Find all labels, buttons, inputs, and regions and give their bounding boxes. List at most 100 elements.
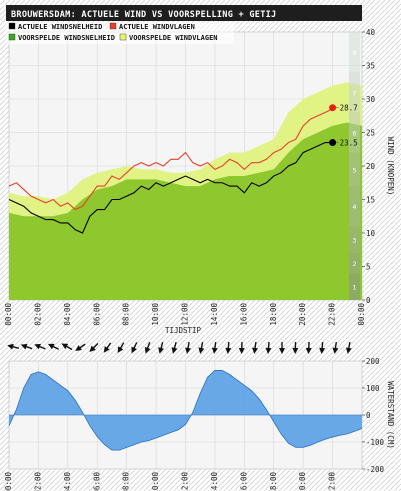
tide-x-tick-label: 06:00: [92, 472, 101, 491]
arrow-head: [252, 347, 259, 354]
wind-direction-arrows: [7, 341, 352, 354]
arrow-head: [75, 345, 82, 352]
arrow-head: [117, 346, 124, 354]
beaufort-band: [349, 186, 360, 227]
tide-x-tick-label: 22:00: [328, 472, 337, 491]
arrow-head: [279, 348, 285, 354]
legend: ACTUELE WINDSNELHEID ACTUELE WINDVLAGEN VO…: [6, 22, 234, 44]
title-bar: [6, 5, 362, 21]
tide-x-tick-label: 08:00: [122, 472, 131, 491]
wind-direction-arrow: [319, 341, 326, 354]
beaufort-label: 5: [353, 166, 357, 174]
wind-y-tick-label: 5: [366, 263, 371, 272]
wind-y-tick-label: 35: [366, 62, 375, 71]
wind-direction-arrow: [265, 341, 272, 354]
wind-direction-arrow: [34, 343, 46, 350]
wind-direction-arrow: [225, 341, 232, 354]
wind-x-tick-label: 08:00: [122, 303, 131, 326]
wind-direction-arrow: [252, 341, 259, 354]
wind-y-tick-label: 10: [366, 229, 376, 238]
arrow-head: [34, 343, 41, 350]
wind-x-tick-label: 18:00: [269, 303, 278, 326]
current-value-annotations: 28.7 23.5: [329, 104, 358, 148]
beaufort-label: 4: [353, 203, 357, 211]
tide-x-ticks: 00:00 02:00 04:00 06:00 08:00 10:00 12:00 14:00…: [4, 472, 337, 491]
arrow-head: [47, 343, 55, 350]
tide-y-tick-label: -200: [366, 465, 385, 474]
wind-x-tick-label: 12:00: [181, 303, 190, 326]
wind-direction-arrow: [131, 342, 138, 354]
legend-entry: VOORSPELDE WINDVLAGEN: [129, 34, 218, 42]
arrow-head: [345, 347, 352, 354]
beaufort-band: [349, 72, 360, 113]
wind-direction-arrow: [144, 342, 151, 354]
arrow-head: [185, 347, 191, 354]
beaufort-label: 3: [353, 237, 357, 245]
beaufort-label: 6: [353, 130, 357, 138]
legend-entry: ACTUELE WINDSNELHEID: [18, 23, 102, 31]
forecast-areas: [9, 82, 362, 300]
wind-direction-arrow: [305, 341, 312, 354]
wind-direction-arrow: [158, 341, 165, 354]
arrow-head: [103, 346, 110, 353]
arrow-head: [20, 343, 28, 350]
wind-x-tick-label: 10:00: [151, 303, 160, 326]
wind-direction-arrow: [7, 343, 20, 350]
annotation-value: 28.7: [340, 104, 358, 113]
wind-direction-arrow: [117, 342, 125, 354]
wind-y-tick-label: 40: [366, 28, 376, 37]
wind-x-tick-label: 02:00: [33, 303, 42, 326]
wind-direction-arrow: [185, 341, 191, 354]
wind-y-ticks: 0 5 10 15 20 25 30 35 40: [362, 28, 376, 305]
wind-x-tick-label: 04:00: [63, 303, 72, 326]
beaufort-label: 2: [353, 260, 357, 268]
tide-plot: 200 100 0 -100 -200 00:00 02:00 04:00 06:00 08:0…: [4, 357, 395, 491]
beaufort-band: [349, 32, 360, 73]
wind-x-tick-label: 14:00: [210, 303, 219, 326]
wind-x-tick-label: 20:00: [298, 303, 307, 326]
wind-plot: 1 2 3 4 5 6 7 8 0 5 10 15 20 25 30 35 40 00:00 02:00 04:0…: [4, 28, 395, 335]
wind-x-tick-label: 16:00: [239, 303, 248, 326]
legend-entry: ACTUELE WINDVLAGEN: [119, 23, 195, 31]
arrow-head: [238, 347, 245, 354]
arrow-head: [144, 346, 151, 354]
annotation-dot: [329, 104, 337, 112]
arrow-head: [198, 347, 205, 354]
legend-swatch: [119, 33, 127, 41]
legend-swatch: [8, 33, 16, 41]
tide-y-axis-label: WATERSTAND (CM): [386, 381, 395, 449]
annotation-dot: [329, 139, 337, 147]
wind-y-tick-label: 0: [366, 296, 371, 305]
beaufort-band: [349, 226, 360, 254]
wind-direction-arrow: [211, 341, 218, 354]
legend-entry: VOORSPELDE WINDSNELHEID: [18, 34, 115, 42]
arrow-head: [332, 347, 339, 354]
wind-direction-arrow: [103, 342, 112, 353]
wind-direction-arrow: [345, 341, 352, 354]
tide-y-ticks: 200 100 0 -100 -200: [362, 357, 385, 474]
wind-x-tick-label: 22:00: [328, 303, 337, 326]
tide-y-tick-label: 100: [366, 384, 380, 393]
actual-gusts-line: [8, 108, 333, 211]
wind-y-tick-label: 25: [366, 129, 375, 138]
tide-fill: [9, 370, 362, 451]
beaufort-band: [349, 253, 360, 274]
arrow-head: [225, 347, 232, 354]
wind-y-tick-label: 30: [366, 95, 376, 104]
chart-title: BROUWERSDAM: ACTUELE WIND VS VOORSPELLIN…: [11, 10, 276, 20]
wind-x-axis-label: TIJDSTIP: [165, 326, 202, 335]
wind-direction-arrow: [47, 343, 60, 350]
tide-x-tick-label: 00:00: [4, 472, 13, 491]
tide-y-tick-label: -100: [366, 438, 385, 447]
tide-x-tick-label: 18:00: [269, 472, 278, 491]
arrow-head: [292, 347, 299, 354]
wind-x-tick-label: 00:00: [357, 303, 366, 326]
actual-wind-lines: [8, 108, 333, 234]
wind-y-tick-label: 20: [366, 162, 376, 171]
arrow-head: [265, 347, 272, 354]
tide-line: [8, 370, 363, 451]
legend-swatch: [109, 22, 117, 30]
tide-x-tick-label: 20:00: [298, 472, 307, 491]
tide-y-tick-label: 0: [366, 411, 371, 420]
